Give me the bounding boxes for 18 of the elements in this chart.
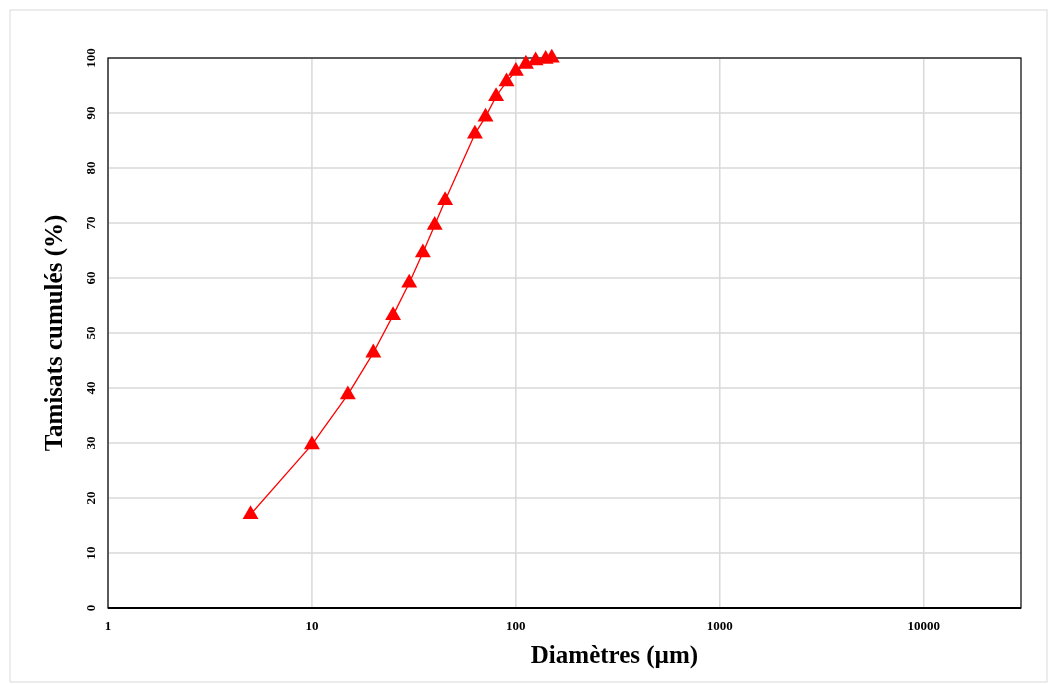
y-tick-label: 10 (82, 546, 98, 560)
x-tick-label: 1000 (706, 618, 733, 633)
y-tick-label: 90 (82, 106, 98, 120)
y-tick-label: 80 (82, 161, 98, 175)
y-tick-label: 0 (82, 604, 98, 612)
y-tick-label: 30 (82, 436, 98, 450)
x-tick-label: 1 (104, 618, 112, 633)
y-tick-label: 60 (82, 271, 98, 285)
x-tick-label: 100 (506, 618, 526, 633)
y-tick-label: 20 (82, 491, 98, 505)
y-tick-label: 40 (82, 381, 98, 395)
x-axis-title: Diamètres (µm) (530, 641, 699, 669)
y-tick-label: 50 (82, 326, 98, 340)
y-axis-title: Tamisats cumulés (%) (40, 214, 68, 452)
x-tick-label: 10 (305, 618, 319, 633)
y-tick-label: 100 (82, 48, 98, 68)
y-tick-label: 70 (82, 216, 98, 230)
x-tick-label: 10000 (907, 618, 940, 633)
